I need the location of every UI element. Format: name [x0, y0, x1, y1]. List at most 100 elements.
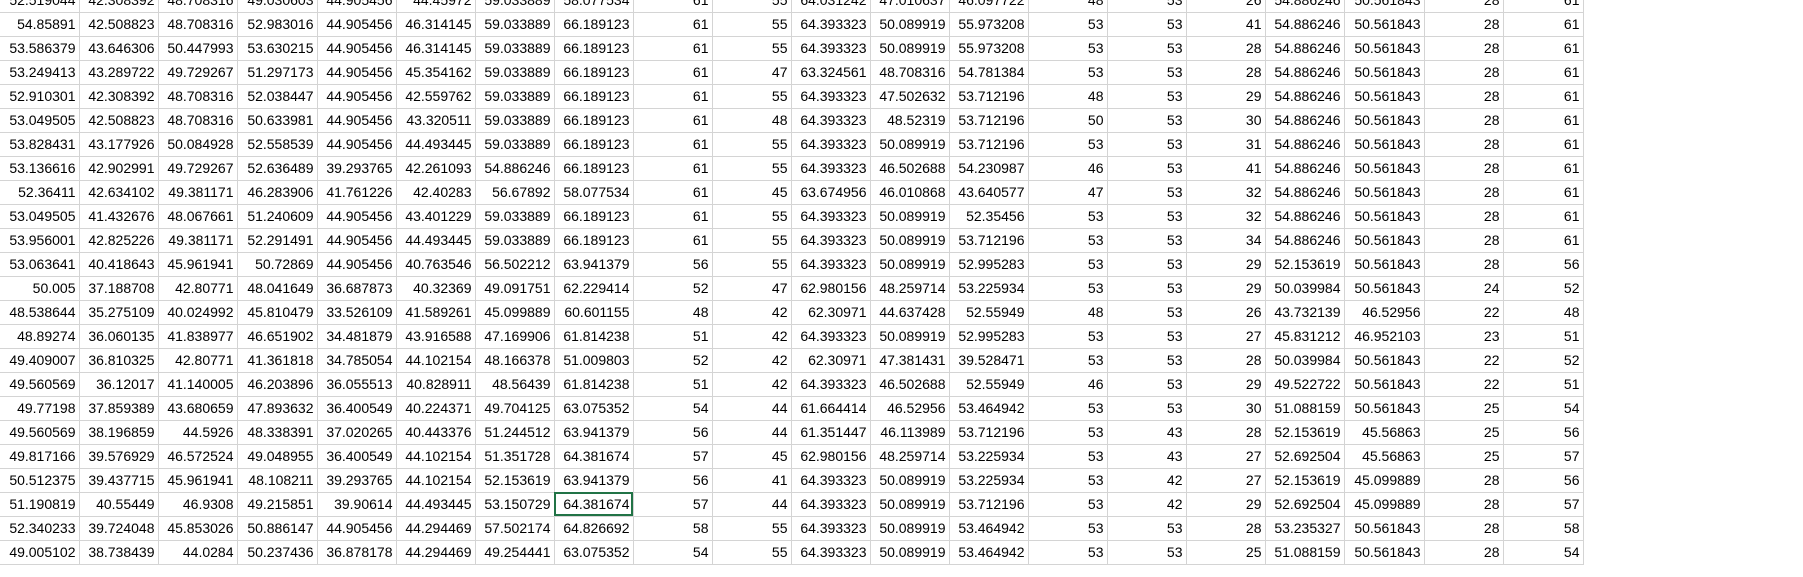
cell[interactable]: 51.351728 — [475, 444, 555, 469]
cell[interactable]: 50.561843 — [1344, 540, 1425, 565]
cell[interactable]: 45.099889 — [1344, 468, 1425, 493]
cell[interactable]: 53 — [1107, 228, 1187, 253]
cell[interactable]: 52.995283 — [949, 324, 1029, 349]
cell[interactable]: 34.481879 — [317, 324, 397, 349]
cell[interactable]: 61 — [1503, 108, 1584, 133]
cell[interactable]: 50 — [1028, 108, 1108, 133]
cell[interactable]: 53.956001 — [0, 228, 80, 253]
cell[interactable]: 44 — [712, 492, 792, 517]
cell[interactable]: 44.905456 — [317, 60, 397, 85]
cell[interactable]: 61.814238 — [554, 324, 634, 349]
cell[interactable]: 54.886246 — [1265, 36, 1345, 61]
cell[interactable]: 45.56863 — [1344, 420, 1425, 445]
cell[interactable]: 54.886246 — [1265, 204, 1345, 229]
cell[interactable]: 54.886246 — [1265, 228, 1345, 253]
cell[interactable]: 53 — [1107, 300, 1187, 325]
cell[interactable]: 56.67892 — [475, 180, 555, 205]
cell[interactable]: 26 — [1186, 300, 1266, 325]
cell[interactable]: 46 — [1028, 156, 1108, 181]
cell[interactable]: 63.075352 — [554, 396, 634, 421]
cell[interactable]: 28 — [1424, 204, 1504, 229]
cell[interactable]: 53 — [1028, 420, 1108, 445]
cell[interactable]: 56 — [1503, 468, 1584, 493]
cell[interactable]: 53.712196 — [949, 132, 1029, 157]
cell[interactable]: 41.589261 — [396, 300, 476, 325]
cell[interactable]: 50.089919 — [870, 228, 950, 253]
cell[interactable]: 53 — [1107, 108, 1187, 133]
cell[interactable]: 53.712196 — [949, 228, 1029, 253]
cell[interactable]: 50.886147 — [237, 516, 318, 541]
cell[interactable]: 64.393323 — [791, 156, 871, 181]
cell[interactable]: 39.293765 — [317, 156, 397, 181]
cell[interactable]: 43.640577 — [949, 180, 1029, 205]
cell[interactable]: 46.113989 — [870, 420, 950, 445]
cell[interactable]: 42.902991 — [79, 156, 159, 181]
cell[interactable]: 50.561843 — [1344, 204, 1425, 229]
cell[interactable]: 43.916588 — [396, 324, 476, 349]
cell[interactable]: 41.140005 — [158, 372, 238, 397]
cell[interactable]: 30 — [1186, 108, 1266, 133]
cell[interactable]: 54 — [1503, 540, 1584, 565]
cell[interactable]: 29 — [1186, 372, 1266, 397]
cell[interactable]: 55 — [712, 0, 792, 13]
cell[interactable]: 50.237436 — [237, 540, 318, 565]
cell[interactable]: 64.393323 — [791, 540, 871, 565]
cell[interactable]: 41.361818 — [237, 348, 318, 373]
cell[interactable]: 49.215851 — [237, 492, 318, 517]
cell[interactable]: 55 — [712, 156, 792, 181]
cell[interactable]: 52.35456 — [949, 204, 1029, 229]
cell[interactable]: 64.826692 — [554, 516, 634, 541]
cell[interactable]: 46.314145 — [396, 36, 476, 61]
cell[interactable]: 61 — [633, 84, 713, 109]
cell[interactable]: 59.033889 — [475, 108, 555, 133]
cell[interactable]: 50.561843 — [1344, 0, 1425, 13]
cell[interactable]: 56 — [1503, 420, 1584, 445]
cell[interactable]: 54.886246 — [1265, 108, 1345, 133]
cell[interactable]: 54.886246 — [1265, 0, 1345, 13]
cell[interactable]: 53 — [1028, 36, 1108, 61]
cell[interactable]: 48 — [712, 108, 792, 133]
cell[interactable]: 56.502212 — [475, 252, 555, 277]
cell[interactable]: 63.674956 — [791, 180, 871, 205]
cell[interactable]: 53 — [1028, 204, 1108, 229]
cell[interactable]: 24 — [1424, 276, 1504, 301]
cell[interactable]: 44.5926 — [158, 420, 238, 445]
cell[interactable]: 57.502174 — [475, 516, 555, 541]
cell[interactable]: 46.502688 — [870, 372, 950, 397]
cell[interactable]: 50.089919 — [870, 468, 950, 493]
cell[interactable]: 49.254441 — [475, 540, 555, 565]
cell[interactable]: 41.838977 — [158, 324, 238, 349]
cell[interactable]: 40.224371 — [396, 396, 476, 421]
cell[interactable]: 44.294469 — [396, 540, 476, 565]
cell[interactable]: 50.561843 — [1344, 516, 1425, 541]
cell[interactable]: 28 — [1424, 252, 1504, 277]
cell[interactable]: 52.153619 — [475, 468, 555, 493]
cell[interactable]: 53.464942 — [949, 396, 1029, 421]
cell[interactable]: 50.039984 — [1265, 276, 1345, 301]
cell[interactable]: 44.905456 — [317, 0, 397, 13]
cell[interactable]: 41.432676 — [79, 204, 159, 229]
cell[interactable]: 52 — [633, 276, 713, 301]
cell[interactable]: 45 — [712, 180, 792, 205]
cell[interactable]: 66.189123 — [554, 36, 634, 61]
cell[interactable]: 53 — [1028, 492, 1108, 517]
cell[interactable]: 28 — [1424, 228, 1504, 253]
cell[interactable]: 66.189123 — [554, 60, 634, 85]
cell[interactable]: 49.381171 — [158, 228, 238, 253]
cell[interactable]: 57 — [1503, 444, 1584, 469]
cell[interactable]: 32 — [1186, 180, 1266, 205]
cell[interactable]: 42 — [712, 372, 792, 397]
cell[interactable]: 57 — [633, 444, 713, 469]
cell[interactable]: 55 — [712, 540, 792, 565]
cell[interactable]: 52.36411 — [0, 180, 80, 205]
cell[interactable]: 53.225934 — [949, 276, 1029, 301]
cell[interactable]: 52.153619 — [1265, 468, 1345, 493]
cell[interactable]: 46.52956 — [870, 396, 950, 421]
cell[interactable]: 50.561843 — [1344, 60, 1425, 85]
cell[interactable]: 26 — [1186, 0, 1266, 13]
cell[interactable]: 49.091751 — [475, 276, 555, 301]
cell[interactable]: 61 — [633, 12, 713, 37]
cell[interactable]: 31 — [1186, 132, 1266, 157]
cell[interactable]: 50.561843 — [1344, 252, 1425, 277]
cell[interactable]: 43.289722 — [79, 60, 159, 85]
